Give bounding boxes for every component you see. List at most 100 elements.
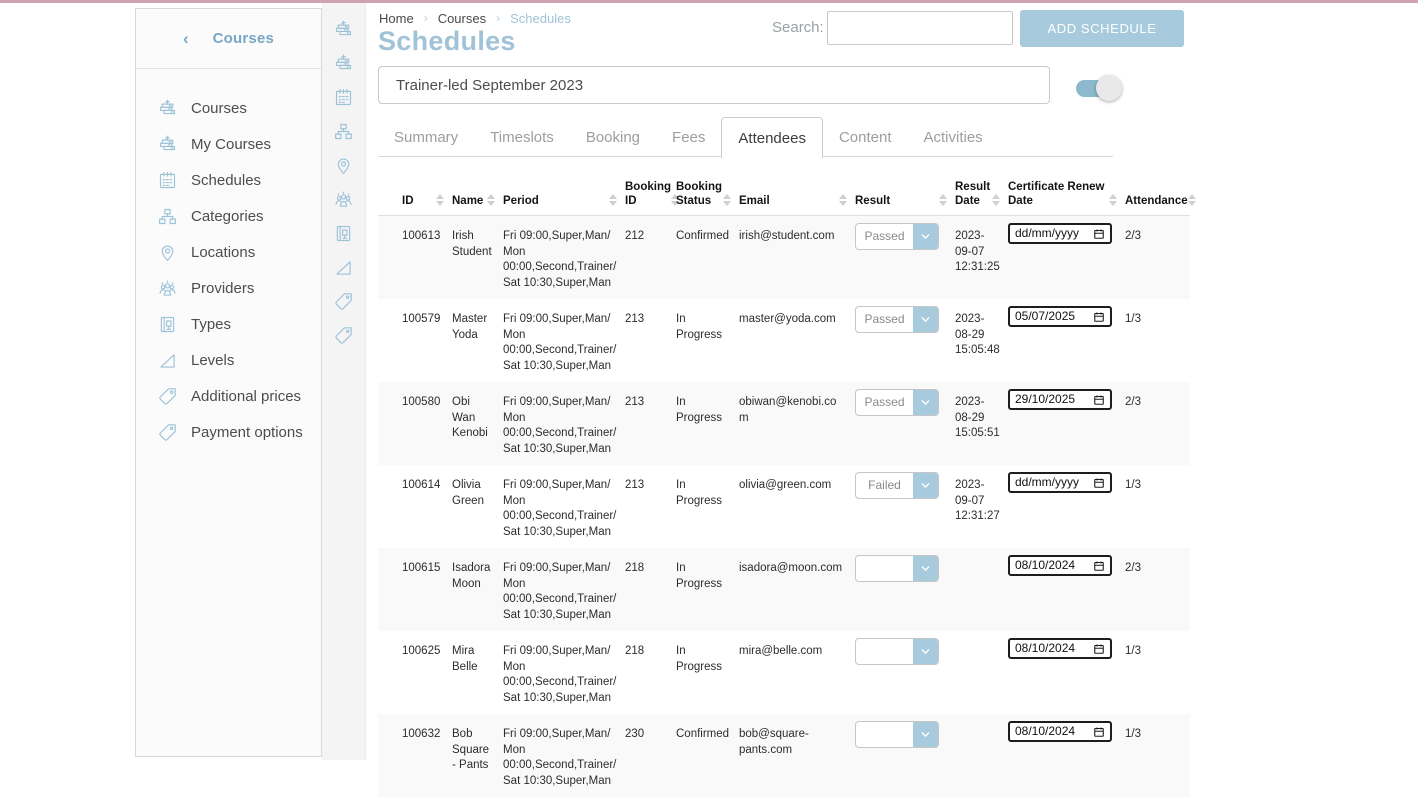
sidebar-item-schedules[interactable]: Schedules: [136, 162, 321, 198]
sidebar-item-label: Levels: [191, 351, 235, 369]
breadcrumb-item-home[interactable]: Home: [379, 11, 414, 26]
certificate-date-input[interactable]: 29/10/2025: [1008, 389, 1112, 410]
tab-attendees[interactable]: Attendees: [721, 117, 823, 158]
cell-certificate-renew-date: dd/mm/yyyy: [1008, 465, 1125, 548]
result-select[interactable]: Passed: [855, 389, 939, 416]
sort-asc-icon: [487, 194, 495, 199]
schedules-icon[interactable]: [333, 87, 354, 108]
cell-certificate-renew-date: 29/10/2025: [1008, 382, 1125, 465]
courses-icon[interactable]: [333, 19, 354, 40]
column-header-certificate-renew-date[interactable]: Certificate Renew Date: [1008, 180, 1125, 215]
certificate-date-input[interactable]: dd/mm/yyyy: [1008, 223, 1112, 244]
cell-result-date: [955, 631, 1008, 714]
providers-icon[interactable]: [333, 189, 354, 210]
tab-content[interactable]: Content: [838, 128, 892, 146]
sidebar-item-additional-prices[interactable]: Additional prices: [136, 378, 321, 414]
cell-attendance: 2/3: [1125, 562, 1141, 574]
result-select[interactable]: Passed: [855, 306, 939, 333]
cell-result: [855, 548, 955, 631]
sidebar-item-label: My Courses: [191, 135, 272, 153]
sidebar-item-locations[interactable]: Locations: [136, 234, 321, 270]
cell-booking-id: 213: [625, 313, 645, 325]
sidebar-item-levels[interactable]: Levels: [136, 342, 321, 378]
sidebar-item-courses[interactable]: Courses: [136, 90, 321, 126]
locations-icon[interactable]: [333, 155, 354, 176]
types-icon[interactable]: [333, 223, 354, 244]
result-select[interactable]: Failed: [855, 472, 939, 499]
sort-arrows-icon: [839, 194, 847, 206]
categories-icon[interactable]: [333, 121, 354, 142]
column-header-email[interactable]: Email: [739, 194, 855, 215]
payment-options-icon[interactable]: [333, 325, 354, 346]
sort-arrows-icon: [723, 194, 731, 206]
table-body: 100613 Irish Student Fri 09:00,Super,Man/ …: [378, 216, 1190, 797]
search-label: Search:: [772, 19, 824, 36]
tab-booking[interactable]: Booking: [585, 128, 641, 146]
cell-booking-id: 218: [625, 562, 645, 574]
breadcrumb-item-schedules: Schedules: [510, 11, 571, 26]
date-value: 05/07/2025: [1015, 308, 1076, 323]
result-select[interactable]: [855, 555, 939, 582]
additional-prices-icon[interactable]: [333, 291, 354, 312]
my-courses-icon[interactable]: [333, 53, 354, 74]
column-header-result-date[interactable]: Result Date: [955, 180, 1008, 215]
sidebar-item-my-courses[interactable]: My Courses: [136, 126, 321, 162]
levels-icon[interactable]: [333, 257, 354, 278]
column-header-id[interactable]: ID: [402, 194, 452, 215]
types-icon: [157, 314, 178, 335]
certificate-date-input[interactable]: dd/mm/yyyy: [1008, 472, 1112, 493]
sort-arrows-icon: [1187, 194, 1196, 206]
result-select[interactable]: Passed: [855, 223, 939, 250]
sort-desc-icon: [723, 201, 731, 206]
column-header-booking-status[interactable]: Booking Status: [676, 180, 739, 215]
cell-email: mira@belle.com: [739, 645, 823, 657]
certificate-date-input[interactable]: 08/10/2024: [1008, 555, 1112, 576]
tab-activities[interactable]: Activities: [923, 128, 983, 146]
date-value: dd/mm/yyyy: [1015, 225, 1080, 240]
sort-arrows-icon: [939, 194, 947, 206]
tab-timeslots[interactable]: Timeslots: [490, 128, 554, 146]
cell-name: Mira Belle: [452, 645, 478, 673]
search-input[interactable]: [827, 11, 1013, 45]
cell-name: Master Yoda: [452, 313, 488, 341]
result-select[interactable]: [855, 721, 939, 748]
tab-fees[interactable]: Fees: [672, 128, 706, 146]
sidebar-item-types[interactable]: Types: [136, 306, 321, 342]
top-accent-bar: [0, 0, 1418, 3]
sidebar-item-payment-options[interactable]: Payment options: [136, 414, 321, 450]
locations-icon: [157, 242, 178, 263]
result-select-value: Passed: [864, 394, 905, 409]
column-label: Email: [739, 195, 770, 207]
breadcrumb-separator: ›: [496, 11, 501, 25]
certificate-date-input[interactable]: 08/10/2024: [1008, 638, 1112, 659]
chevron-left-icon[interactable]: ‹: [182, 29, 189, 48]
result-select-value: Passed: [864, 311, 905, 326]
sidebar-item-categories[interactable]: Categories: [136, 198, 321, 234]
cell-email: obiwan@kenobi.com: [739, 396, 837, 424]
sort-desc-icon: [436, 201, 444, 206]
status-toggle[interactable]: [1076, 74, 1122, 102]
certificate-date-input[interactable]: 05/07/2025: [1008, 306, 1112, 327]
cell-result-date: 2023-09-07 12:31:25: [955, 230, 1000, 273]
column-header-attendance[interactable]: Attendance: [1125, 194, 1196, 215]
cell-period: Fri 09:00,Super,Man/ Mon 00:00,Second,Tr…: [503, 396, 617, 455]
column-header-booking-id[interactable]: Booking ID: [625, 180, 679, 215]
certificate-date-input[interactable]: 08/10/2024: [1008, 721, 1112, 742]
cell-booking-status: Confirmed: [676, 728, 730, 740]
column-header-name[interactable]: Name: [452, 194, 503, 215]
schedule-name-input[interactable]: [378, 66, 1050, 104]
sort-asc-icon: [1187, 194, 1196, 199]
tab-summary[interactable]: Summary: [394, 128, 459, 146]
cell-certificate-renew-date: 08/10/2024: [1008, 631, 1125, 714]
payment-options-icon: [157, 422, 178, 443]
result-select[interactable]: [855, 638, 939, 665]
add-schedule-button[interactable]: ADD SCHEDULE: [1020, 10, 1184, 47]
sidebar-item-providers[interactable]: Providers: [136, 270, 321, 306]
breadcrumb-item-courses[interactable]: Courses: [437, 11, 487, 26]
calendar-icon: [1093, 394, 1105, 406]
column-header-period[interactable]: Period: [503, 194, 625, 215]
sidebar-item-label: Schedules: [191, 171, 262, 189]
column-header-result[interactable]: Result: [855, 194, 955, 215]
chevron-down-icon: [913, 722, 938, 747]
result-select-value: [856, 556, 913, 581]
